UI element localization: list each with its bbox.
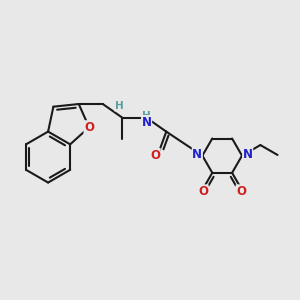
Text: H: H <box>142 111 151 122</box>
Text: H: H <box>115 101 124 111</box>
Text: O: O <box>236 185 246 198</box>
Text: N: N <box>192 148 202 161</box>
Text: O: O <box>150 148 160 161</box>
Text: N: N <box>142 116 152 129</box>
Text: O: O <box>198 185 208 198</box>
Text: O: O <box>84 121 94 134</box>
Text: N: N <box>243 148 253 161</box>
